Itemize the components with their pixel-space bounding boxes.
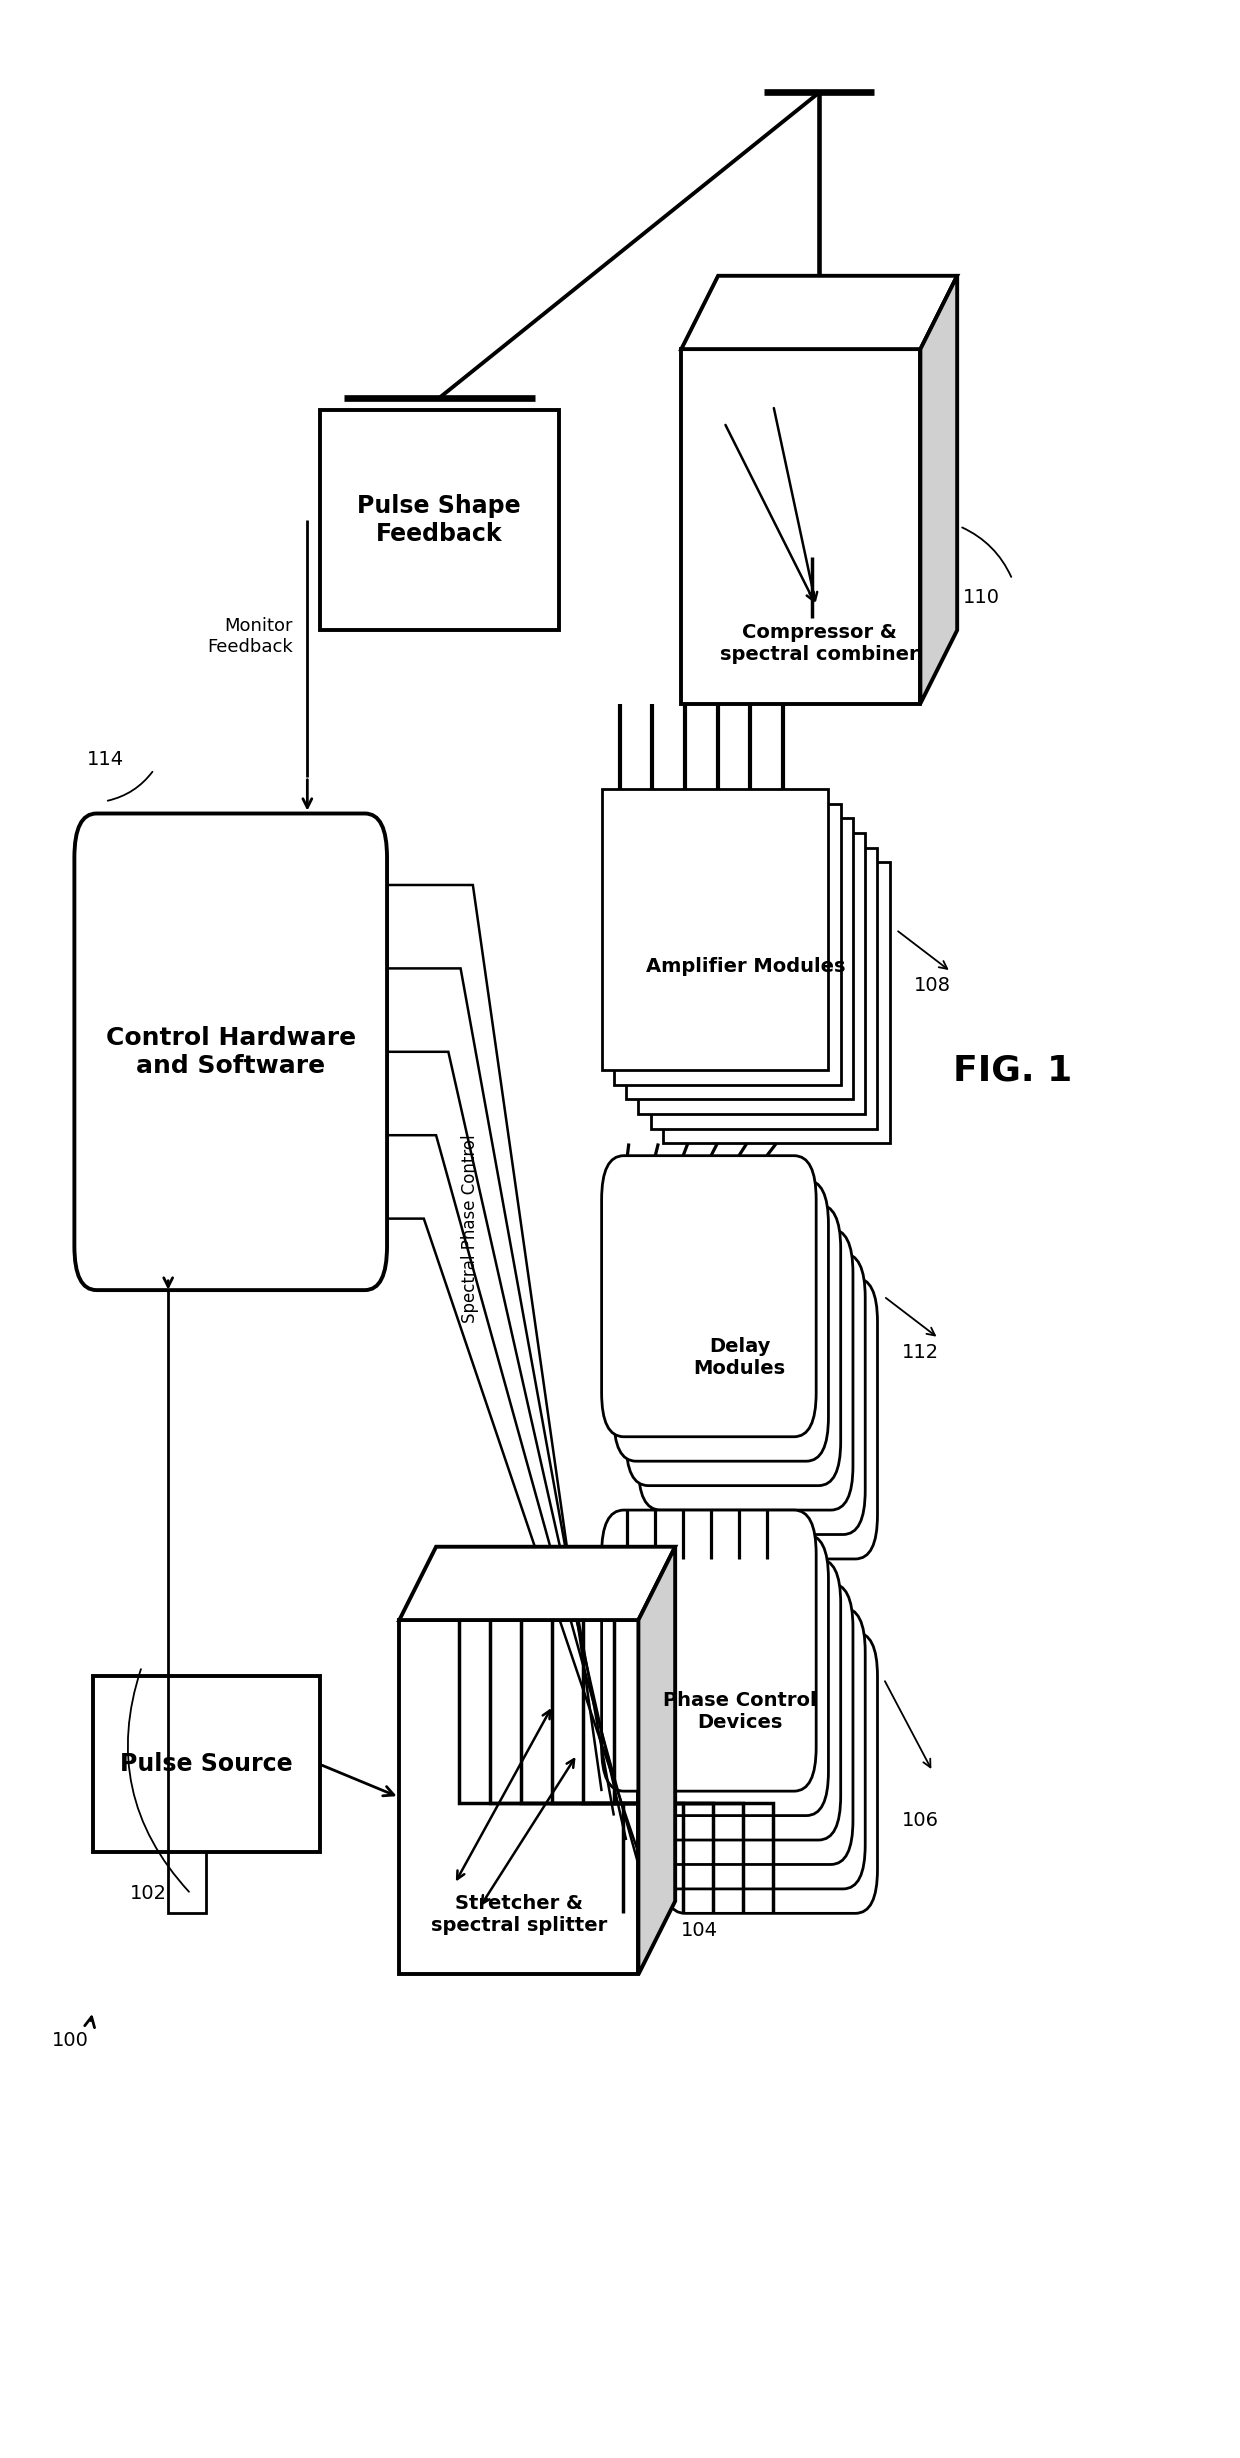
FancyBboxPatch shape — [601, 789, 828, 1069]
FancyBboxPatch shape — [651, 1608, 866, 1888]
Text: 104: 104 — [681, 1922, 718, 1939]
FancyBboxPatch shape — [626, 819, 853, 1099]
FancyBboxPatch shape — [681, 349, 920, 703]
FancyBboxPatch shape — [93, 1676, 320, 1853]
Polygon shape — [681, 275, 957, 349]
Text: Amplifier Modules: Amplifier Modules — [646, 956, 846, 976]
Text: Stretcher &
spectral splitter: Stretcher & spectral splitter — [430, 1895, 606, 1934]
FancyBboxPatch shape — [614, 804, 841, 1084]
Text: Pulse Shape
Feedback: Pulse Shape Feedback — [357, 494, 521, 546]
FancyBboxPatch shape — [663, 1278, 878, 1558]
FancyBboxPatch shape — [651, 848, 878, 1128]
FancyBboxPatch shape — [663, 863, 890, 1143]
FancyBboxPatch shape — [639, 1583, 853, 1866]
Text: Compressor &
spectral combiner: Compressor & spectral combiner — [720, 624, 919, 664]
Text: 100: 100 — [52, 2030, 89, 2050]
Text: Control Hardware
and Software: Control Hardware and Software — [105, 1025, 356, 1077]
Text: 108: 108 — [914, 976, 951, 995]
Polygon shape — [639, 1546, 675, 1974]
FancyBboxPatch shape — [626, 1558, 841, 1841]
FancyBboxPatch shape — [601, 1155, 816, 1438]
Text: Spectral Phase Control: Spectral Phase Control — [461, 1136, 480, 1322]
Text: FIG. 1: FIG. 1 — [952, 1052, 1073, 1086]
Text: Delay
Modules: Delay Modules — [693, 1337, 786, 1379]
FancyBboxPatch shape — [601, 1509, 816, 1792]
Polygon shape — [920, 275, 957, 703]
Polygon shape — [399, 1546, 675, 1620]
FancyBboxPatch shape — [651, 1254, 866, 1534]
Text: 110: 110 — [963, 587, 1001, 607]
FancyBboxPatch shape — [626, 1204, 841, 1485]
Text: 102: 102 — [129, 1885, 166, 1902]
Text: 114: 114 — [87, 750, 124, 769]
Text: Phase Control
Devices: Phase Control Devices — [662, 1691, 816, 1733]
Text: Monitor
Feedback: Monitor Feedback — [207, 617, 293, 656]
FancyBboxPatch shape — [399, 1620, 639, 1974]
FancyBboxPatch shape — [639, 1229, 853, 1509]
Text: Pulse Source: Pulse Source — [120, 1753, 293, 1777]
FancyBboxPatch shape — [639, 833, 866, 1113]
FancyBboxPatch shape — [74, 814, 387, 1290]
FancyBboxPatch shape — [320, 410, 559, 629]
Text: 106: 106 — [901, 1812, 939, 1829]
FancyBboxPatch shape — [663, 1632, 878, 1912]
FancyBboxPatch shape — [614, 1534, 828, 1816]
FancyBboxPatch shape — [614, 1180, 828, 1460]
Text: 112: 112 — [901, 1342, 939, 1362]
